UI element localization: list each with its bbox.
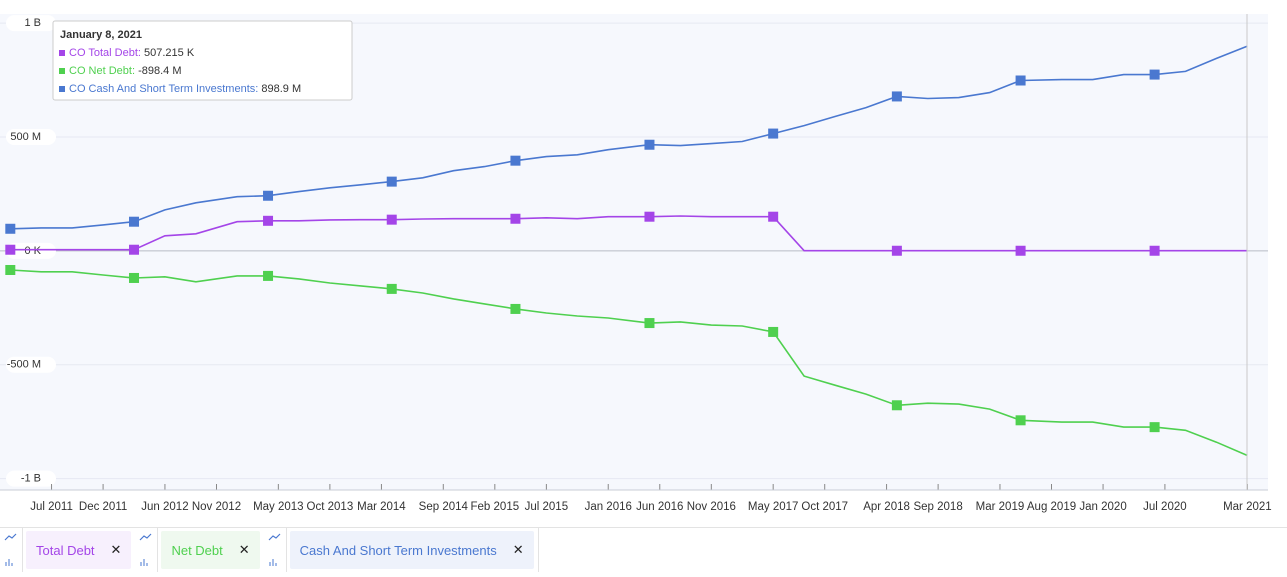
tooltip-box (52, 20, 353, 101)
point-marker (129, 272, 140, 283)
tooltip-swatch (59, 68, 65, 74)
x-tick-label: Mar 2021 (1223, 501, 1272, 513)
legend-chip[interactable]: Cash And Short Term Investments ✕ (289, 531, 534, 569)
icon (4, 533, 17, 566)
x-tick-label: Oct 2013 (307, 501, 354, 513)
tooltip-series: CO Total Debt (69, 47, 138, 59)
tooltip-row: CO Net Debt: -898.4 M (69, 65, 182, 77)
tooltip-swatch (59, 86, 65, 92)
point-marker (1015, 75, 1026, 86)
x-tick-label: Jun 2012 (141, 501, 188, 513)
point-marker (1015, 245, 1026, 256)
chart-type-icon[interactable] (0, 528, 23, 572)
point-marker (1015, 415, 1026, 426)
point-marker (768, 326, 779, 337)
icon (268, 533, 281, 566)
point-marker (5, 264, 16, 275)
y-tick-label: 1 B (24, 17, 41, 29)
icon (140, 533, 152, 566)
tooltip-value: -898.4 M (138, 65, 181, 77)
remove-button[interactable]: ✕ (512, 542, 524, 557)
x-tick-label: Apr 2018 (863, 501, 910, 513)
legend-label: Total Debt (36, 542, 95, 558)
x-tick-label: Jul 2020 (1143, 501, 1186, 513)
point-marker (891, 91, 902, 102)
tooltip-value: 507.215 K (144, 47, 195, 59)
point-marker (1149, 69, 1160, 80)
x-tick-label: Jun 2016 (636, 501, 683, 513)
point-marker (891, 245, 902, 256)
x-tick-label: Dec 2011 (79, 501, 127, 513)
series-line (10, 269, 1248, 457)
x-tick-label: Aug 2019 (1027, 501, 1076, 513)
legend: Total Debt ✕ Net Debt ✕ Cash And Short Term … (0, 527, 1287, 572)
point-marker (5, 244, 16, 255)
x-tick-label: Sep 2014 (419, 501, 469, 513)
tooltip-swatch (59, 50, 65, 56)
chart-type-icon[interactable] (135, 528, 159, 572)
tooltip-title: January 8, 2021 (60, 29, 142, 41)
point-marker (510, 303, 521, 314)
point-marker (768, 128, 779, 139)
point-marker (768, 211, 779, 222)
x-tick-label: Jan 2020 (1079, 501, 1126, 513)
x-tick-label: Mar 2014 (357, 501, 406, 513)
point-marker (386, 176, 397, 187)
x-tick-label: Sep 2018 (913, 501, 962, 513)
y-tick-label: 500 M (10, 131, 41, 143)
x-tick-label: Mar 2019 (976, 501, 1025, 513)
x-tick-label: Jul 2015 (525, 501, 568, 513)
point-marker (1149, 245, 1160, 256)
chart: 1 B 500 M 0 K -500 M -1 B Jul 2011 Dec 2011 Jun… (0, 14, 1272, 513)
tooltip-row: CO Cash And Short Term Investments: 898.… (69, 83, 301, 95)
point-marker (263, 215, 274, 226)
tooltip-series: CO Cash And Short Term Investments (69, 83, 256, 95)
legend-label: Cash And Short Term Investments (299, 542, 497, 558)
y-tick-label: -500 M (7, 359, 41, 371)
point-marker (263, 190, 274, 201)
point-marker (510, 155, 521, 166)
y-tick-pill (6, 242, 56, 259)
point-marker (5, 223, 16, 234)
y-tick-pill (6, 15, 56, 32)
tooltip-series: CO Net Debt (69, 65, 132, 77)
legend-label: Net Debt (171, 542, 223, 558)
series-line (10, 215, 1248, 252)
x-tick-label: May 2013 (253, 501, 304, 513)
remove-button[interactable]: ✕ (238, 542, 250, 557)
x-tick-label: Oct 2017 (801, 501, 848, 513)
point-marker (644, 139, 655, 150)
x-tick-label: Jul 2011 (30, 501, 73, 513)
point-marker (386, 214, 397, 225)
y-tick-pill (6, 470, 56, 487)
point-marker (386, 283, 397, 294)
series-line (10, 45, 1248, 230)
point-marker (263, 270, 274, 281)
tooltip-value: 898.9 M (261, 83, 301, 95)
chart-type-icon[interactable] (264, 528, 287, 572)
tooltip: January 8, 2021 CO Total Debt: 507.215 K… (52, 20, 353, 101)
y-tick-pill (6, 128, 56, 145)
x-tick-label: May 2017 (748, 501, 799, 513)
x-tick-label: Feb 2015 (471, 501, 520, 513)
legend-chip[interactable]: Net Debt ✕ (161, 531, 260, 569)
point-marker (510, 213, 521, 224)
y-tick-pill (6, 356, 56, 373)
point-marker (129, 244, 140, 255)
point-marker (891, 400, 902, 411)
point-marker (644, 211, 655, 222)
legend-chip[interactable]: Total Debt ✕ (26, 531, 132, 569)
point-marker (1149, 422, 1160, 433)
x-tick-label: Nov 2016 (687, 501, 736, 513)
x-tick-label: Jan 2016 (585, 501, 632, 513)
remove-button[interactable]: ✕ (110, 542, 122, 557)
point-marker (129, 216, 140, 227)
y-tick-label: -1 B (21, 473, 41, 485)
point-marker (644, 318, 655, 329)
y-tick-label: 0 K (24, 245, 41, 257)
tooltip-row: CO Total Debt: 507.215 K (69, 47, 195, 59)
separator (537, 528, 539, 572)
x-tick-label: Nov 2012 (192, 501, 241, 513)
